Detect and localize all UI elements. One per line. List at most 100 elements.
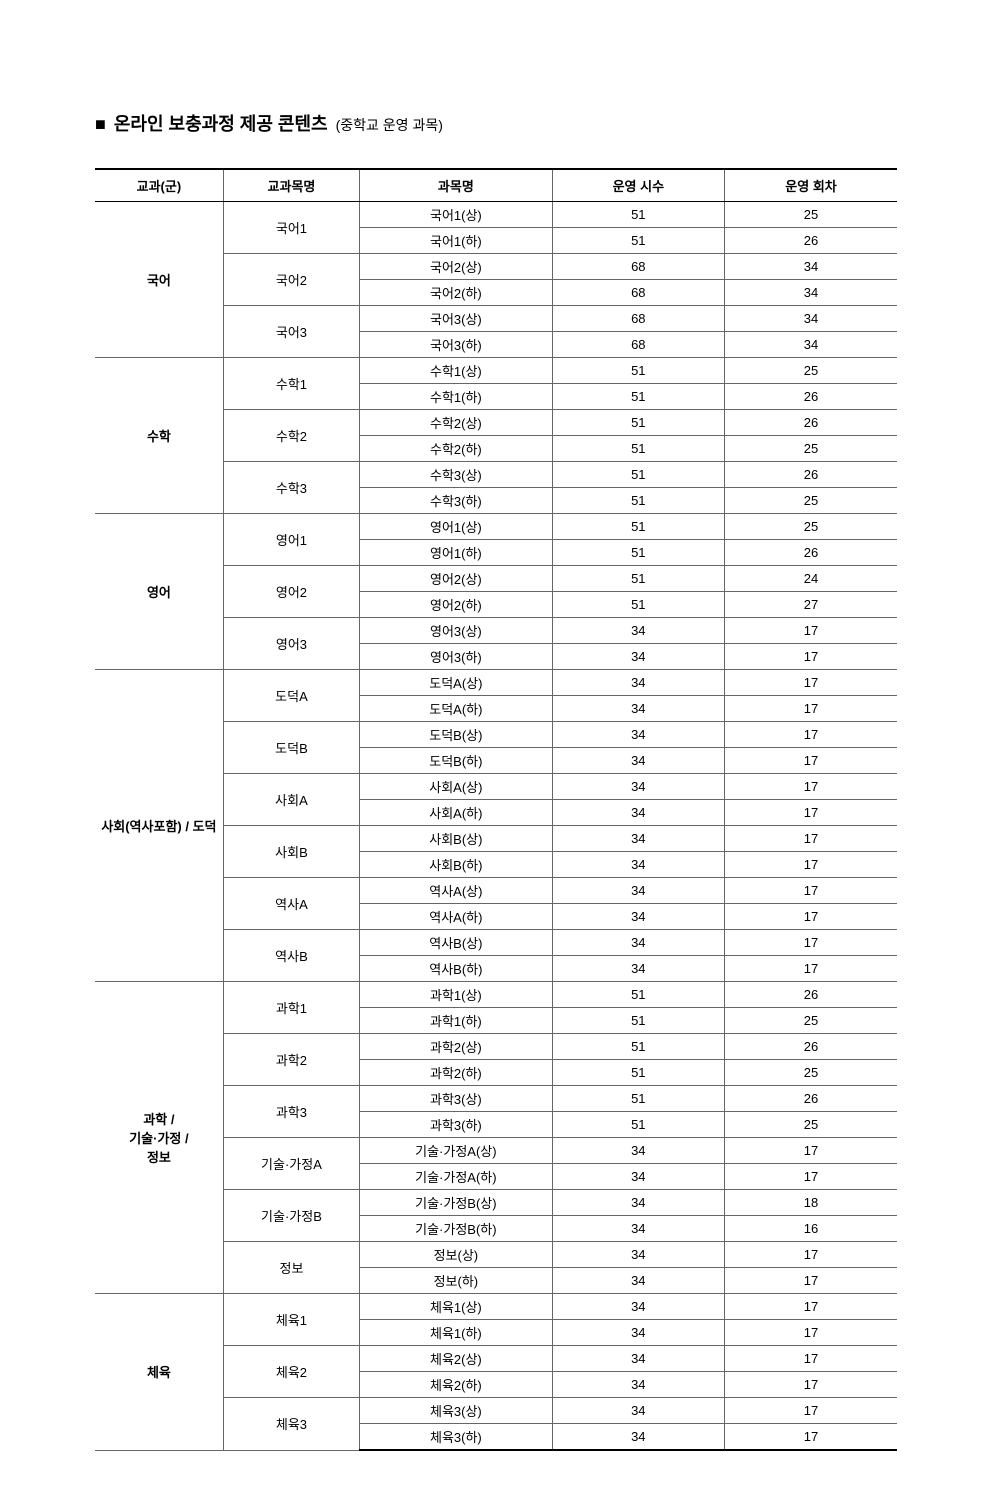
cell-subject: 수학3(하) (360, 488, 552, 514)
cell-sessions: 17 (725, 1294, 897, 1320)
cell-subject: 과학1(하) (360, 1008, 552, 1034)
cell-hours: 34 (552, 774, 724, 800)
table-row: 사회(역사포함) / 도덕도덕A도덕A(상)3417 (95, 670, 897, 696)
cell-course: 수학2 (223, 410, 359, 462)
cell-sessions: 17 (725, 1424, 897, 1451)
cell-subject: 국어3(하) (360, 332, 552, 358)
cell-course: 영어1 (223, 514, 359, 566)
cell-hours: 51 (552, 540, 724, 566)
table-header-row: 교과(군) 교과목명 과목명 운영 시수 운영 회차 (95, 169, 897, 202)
cell-sessions: 17 (725, 1320, 897, 1346)
cell-sessions: 26 (725, 410, 897, 436)
cell-subject: 과학1(상) (360, 982, 552, 1008)
cell-hours: 51 (552, 566, 724, 592)
cell-hours: 51 (552, 384, 724, 410)
cell-hours: 34 (552, 1268, 724, 1294)
cell-subject: 영어2(상) (360, 566, 552, 592)
cell-sessions: 25 (725, 1008, 897, 1034)
cell-course: 도덕B (223, 722, 359, 774)
cell-hours: 34 (552, 722, 724, 748)
cell-subject: 수학1(상) (360, 358, 552, 384)
cell-hours: 34 (552, 852, 724, 878)
cell-subject: 도덕A(하) (360, 696, 552, 722)
cell-sessions: 25 (725, 202, 897, 228)
cell-subject: 도덕B(상) (360, 722, 552, 748)
cell-subject: 기술·가정A(상) (360, 1138, 552, 1164)
cell-subject: 체육2(하) (360, 1372, 552, 1398)
cell-subject: 국어2(하) (360, 280, 552, 306)
cell-course: 국어2 (223, 254, 359, 306)
cell-course: 과학3 (223, 1086, 359, 1138)
table-row: 국어국어1국어1(상)5125 (95, 202, 897, 228)
cell-course: 정보 (223, 1242, 359, 1294)
header-sessions: 운영 회차 (725, 169, 897, 202)
cell-hours: 34 (552, 696, 724, 722)
cell-hours: 34 (552, 1424, 724, 1451)
cell-course: 체육1 (223, 1294, 359, 1346)
cell-subject: 국어1(하) (360, 228, 552, 254)
cell-subject: 사회B(하) (360, 852, 552, 878)
cell-hours: 34 (552, 800, 724, 826)
cell-subject: 역사B(하) (360, 956, 552, 982)
cell-subject: 과학3(상) (360, 1086, 552, 1112)
cell-sessions: 34 (725, 306, 897, 332)
cell-sessions: 17 (725, 1346, 897, 1372)
cell-sessions: 26 (725, 1034, 897, 1060)
cell-group: 영어 (95, 514, 223, 670)
cell-sessions: 26 (725, 228, 897, 254)
cell-course: 수학3 (223, 462, 359, 514)
cell-sessions: 17 (725, 1372, 897, 1398)
cell-course: 과학2 (223, 1034, 359, 1086)
cell-sessions: 25 (725, 514, 897, 540)
table-row: 영어영어1영어1(상)5125 (95, 514, 897, 540)
cell-hours: 34 (552, 1294, 724, 1320)
cell-sessions: 17 (725, 852, 897, 878)
cell-hours: 34 (552, 904, 724, 930)
cell-course: 기술·가정B (223, 1190, 359, 1242)
header-group: 교과(군) (95, 169, 223, 202)
cell-subject: 사회A(하) (360, 800, 552, 826)
cell-hours: 34 (552, 1216, 724, 1242)
cell-hours: 34 (552, 1346, 724, 1372)
cell-course: 체육2 (223, 1346, 359, 1398)
cell-hours: 51 (552, 488, 724, 514)
cell-hours: 51 (552, 462, 724, 488)
cell-hours: 68 (552, 254, 724, 280)
cell-hours: 34 (552, 878, 724, 904)
cell-sessions: 34 (725, 254, 897, 280)
cell-subject: 정보(상) (360, 1242, 552, 1268)
cell-sessions: 26 (725, 1086, 897, 1112)
cell-course: 수학1 (223, 358, 359, 410)
cell-course: 사회B (223, 826, 359, 878)
cell-hours: 51 (552, 436, 724, 462)
cell-subject: 도덕B(하) (360, 748, 552, 774)
cell-sessions: 34 (725, 280, 897, 306)
cell-sessions: 17 (725, 644, 897, 670)
cell-sessions: 26 (725, 384, 897, 410)
cell-sessions: 18 (725, 1190, 897, 1216)
cell-hours: 34 (552, 1164, 724, 1190)
cell-course: 영어2 (223, 566, 359, 618)
cell-subject: 역사A(상) (360, 878, 552, 904)
cell-hours: 68 (552, 306, 724, 332)
table-body: 국어국어1국어1(상)5125국어1(하)5126국어2국어2(상)6834국어… (95, 202, 897, 1451)
cell-sessions: 17 (725, 670, 897, 696)
cell-course: 체육3 (223, 1398, 359, 1451)
cell-subject: 영어3(하) (360, 644, 552, 670)
curriculum-table: 교과(군) 교과목명 과목명 운영 시수 운영 회차 국어국어1국어1(상)51… (95, 168, 897, 1451)
cell-subject: 기술·가정B(상) (360, 1190, 552, 1216)
cell-sessions: 26 (725, 462, 897, 488)
cell-sessions: 17 (725, 1268, 897, 1294)
cell-sessions: 16 (725, 1216, 897, 1242)
cell-hours: 34 (552, 618, 724, 644)
cell-course: 국어3 (223, 306, 359, 358)
cell-hours: 34 (552, 1320, 724, 1346)
cell-sessions: 17 (725, 930, 897, 956)
cell-subject: 체육3(상) (360, 1398, 552, 1424)
cell-course: 기술·가정A (223, 1138, 359, 1190)
cell-subject: 영어1(하) (360, 540, 552, 566)
cell-course: 영어3 (223, 618, 359, 670)
cell-hours: 51 (552, 1060, 724, 1086)
cell-hours: 34 (552, 930, 724, 956)
cell-course: 과학1 (223, 982, 359, 1034)
